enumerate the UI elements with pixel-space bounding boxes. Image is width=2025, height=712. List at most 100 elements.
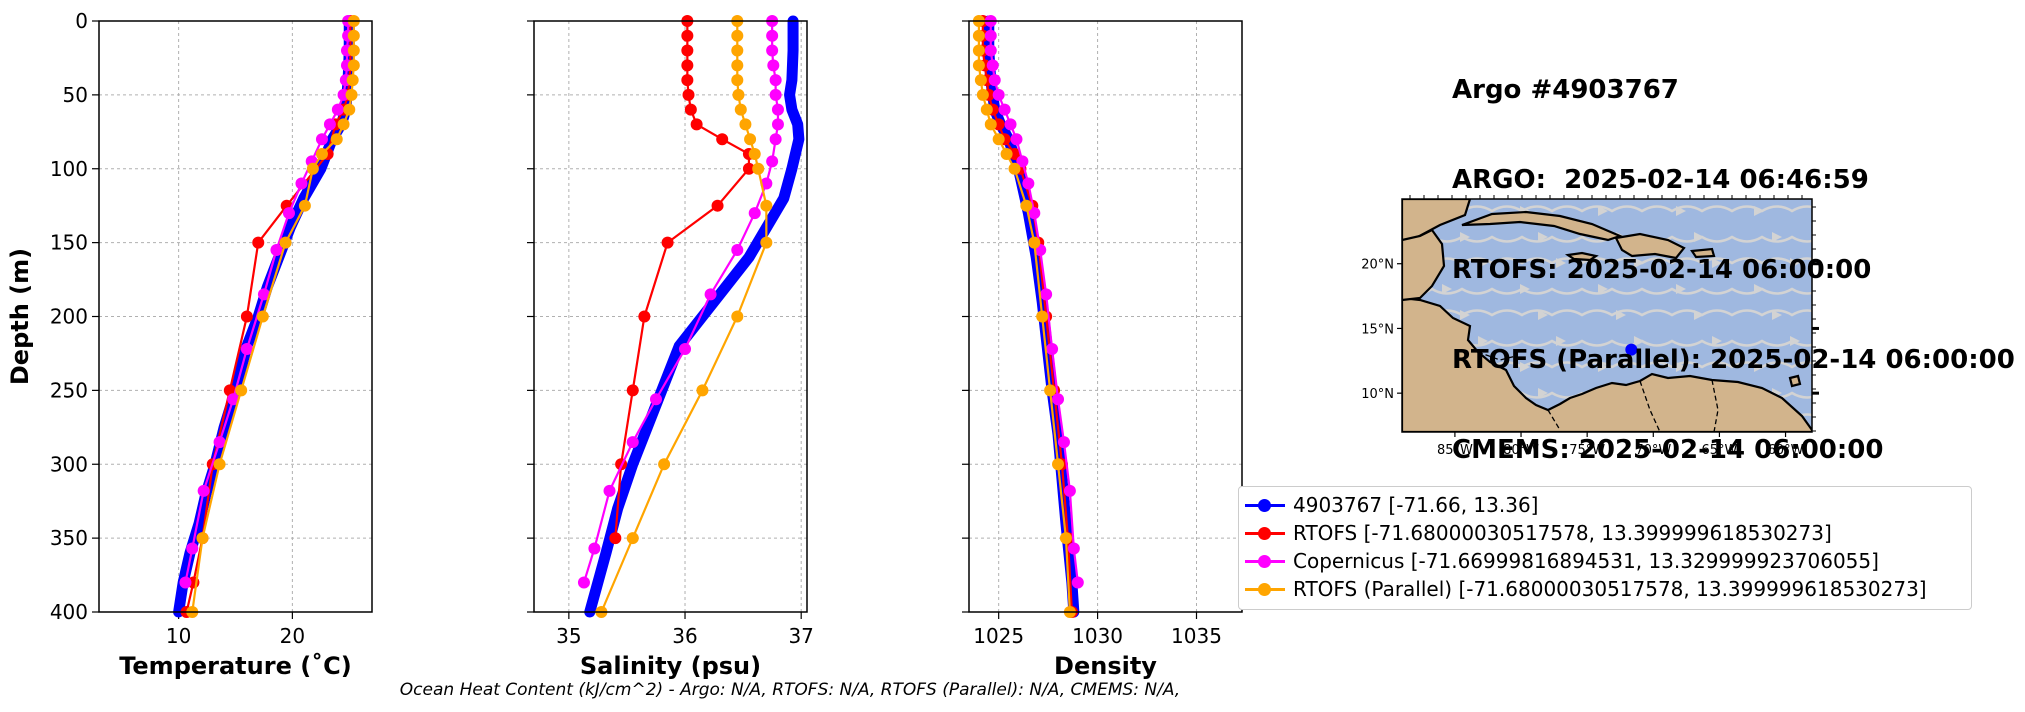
data-point bbox=[240, 310, 253, 323]
legend-swatch-rtofs bbox=[1245, 523, 1285, 543]
data-point bbox=[323, 118, 336, 131]
data-point bbox=[1046, 343, 1059, 356]
data-point bbox=[679, 343, 692, 356]
y-tick-label: 100 bbox=[50, 157, 88, 181]
stream-arrow bbox=[1754, 206, 1764, 216]
legend-label-copernicus: Copernicus [-71.66999816894531, 13.32999… bbox=[1293, 549, 1879, 573]
stream-arrow bbox=[1478, 336, 1488, 346]
border-3 bbox=[1639, 380, 1661, 432]
rtofs-parallel-timestamp: RTOFS (Parallel): 2025-02-14 06:00:00 bbox=[1452, 345, 2015, 375]
data-point bbox=[992, 133, 1005, 146]
data-point bbox=[739, 118, 752, 131]
data-point bbox=[748, 207, 761, 220]
border-4 bbox=[1711, 379, 1719, 432]
data-point bbox=[649, 393, 662, 406]
land-hispaniola bbox=[1614, 232, 1686, 260]
data-point bbox=[347, 59, 360, 72]
streamline bbox=[1402, 205, 1812, 213]
legend-label-argo: 4903767 [-71.66, 13.36] bbox=[1293, 493, 1539, 517]
stream-arrow bbox=[1460, 232, 1470, 242]
data-point bbox=[1059, 532, 1072, 545]
stream-arrow bbox=[1754, 362, 1764, 372]
series-rtofs bbox=[609, 15, 755, 545]
legend-swatch-argo bbox=[1245, 495, 1285, 515]
map-lon-label: 75°W bbox=[1569, 443, 1605, 458]
axes-frame bbox=[98, 20, 373, 613]
data-point bbox=[588, 542, 601, 555]
data-point bbox=[731, 59, 744, 72]
data-point bbox=[690, 118, 703, 131]
data-point bbox=[626, 436, 639, 449]
data-point bbox=[769, 133, 782, 146]
data-point bbox=[252, 236, 265, 249]
land-central-america bbox=[1402, 296, 1812, 432]
cmems-timestamp: CMEMS: 2025-02-14 06:00:00 bbox=[1452, 435, 1884, 465]
data-point bbox=[1052, 458, 1065, 471]
data-point bbox=[337, 118, 350, 131]
legend-entry-argo: 4903767 [-71.66, 13.36] bbox=[1245, 491, 1965, 519]
stream-arrow bbox=[1676, 284, 1686, 294]
data-point bbox=[992, 88, 1005, 101]
stream-arrow bbox=[1694, 310, 1704, 320]
data-point bbox=[1000, 147, 1013, 160]
stream-arrow bbox=[1538, 310, 1548, 320]
data-point bbox=[626, 532, 639, 545]
data-point bbox=[748, 147, 761, 160]
profile-panel-1: 0 50 100 150 200 250 300 350 400 10 20 Temperature … bbox=[6, 9, 373, 680]
data-point bbox=[766, 29, 779, 42]
stream-arrow bbox=[1634, 258, 1644, 268]
data-point bbox=[972, 29, 985, 42]
streamline bbox=[1402, 287, 1812, 295]
stream-arrow bbox=[1754, 284, 1764, 294]
x-tick-label: 1025 bbox=[973, 624, 1024, 648]
land-puerto-rico bbox=[1690, 247, 1716, 259]
data-point bbox=[1071, 576, 1084, 589]
series-line-copernicus bbox=[582, 21, 780, 583]
data-point bbox=[972, 44, 985, 57]
stream-arrow bbox=[1676, 362, 1686, 372]
x-axis-label: Density bbox=[1054, 652, 1157, 680]
data-point bbox=[704, 288, 717, 301]
data-point bbox=[186, 542, 199, 555]
data-point bbox=[197, 484, 210, 497]
axes-frame bbox=[968, 20, 1243, 613]
stream-arrow bbox=[1712, 258, 1722, 268]
data-point bbox=[984, 118, 997, 131]
data-point bbox=[213, 458, 226, 471]
float-title: Argo #4903767 bbox=[1452, 75, 1679, 105]
data-point bbox=[347, 44, 360, 57]
series-argo bbox=[584, 15, 805, 618]
stream-arrow bbox=[1790, 258, 1800, 268]
data-point bbox=[771, 118, 784, 131]
data-point bbox=[343, 103, 356, 116]
data-point bbox=[1016, 155, 1029, 168]
data-point bbox=[1010, 133, 1023, 146]
data-point bbox=[734, 103, 747, 116]
y-tick-label: 400 bbox=[50, 600, 88, 624]
data-point bbox=[1036, 310, 1049, 323]
stream-arrow bbox=[1772, 232, 1782, 242]
legend-label-rtofs: RTOFS [-71.68000030517578, 13.3999996185… bbox=[1293, 521, 1832, 545]
data-point bbox=[330, 133, 343, 146]
legend-label-rtofs-parallel: RTOFS (Parallel) [-71.68000030517578, 13… bbox=[1293, 577, 1927, 601]
land-cuba bbox=[1461, 210, 1624, 242]
profile-panel-2: 35 36 37 Salinity (psu) bbox=[527, 15, 814, 680]
x-tick-label: 20 bbox=[280, 624, 305, 648]
data-point bbox=[998, 103, 1011, 116]
legend-entry-copernicus: Copernicus [-71.66999816894531, 13.32999… bbox=[1245, 547, 1965, 575]
data-point bbox=[1028, 236, 1041, 249]
x-tick-label: 1035 bbox=[1171, 624, 1222, 648]
header-info: Argo #4903767 ARGO: 2025-02-14 06:46:59 … bbox=[1452, 15, 2015, 495]
map-lon-label: 85°W bbox=[1437, 443, 1473, 458]
data-point bbox=[1020, 199, 1033, 212]
data-point bbox=[315, 147, 328, 160]
y-tick-label: 250 bbox=[50, 378, 88, 402]
data-point bbox=[1028, 207, 1041, 220]
border-2 bbox=[1547, 409, 1561, 431]
data-point bbox=[731, 74, 744, 87]
streamline bbox=[1402, 309, 1812, 317]
y-tick-label: 200 bbox=[50, 305, 88, 329]
data-point bbox=[766, 155, 779, 168]
data-point bbox=[1040, 288, 1053, 301]
